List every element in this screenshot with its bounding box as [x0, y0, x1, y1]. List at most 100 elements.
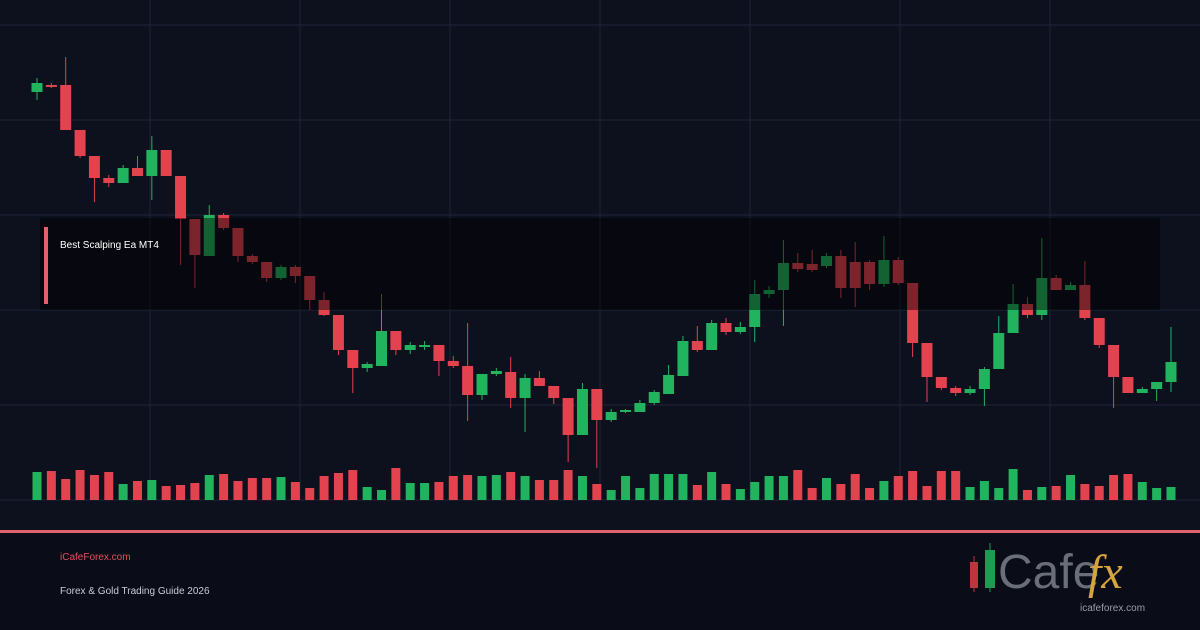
candle-body: [1136, 389, 1148, 393]
candle-body: [361, 364, 373, 368]
volume-bar: [821, 478, 831, 500]
volume-bar: [1080, 484, 1090, 500]
candle-body: [146, 150, 158, 176]
volume-bar: [104, 472, 114, 500]
volume-bar: [563, 470, 573, 500]
volume-bar: [32, 472, 42, 500]
volume-bar: [678, 474, 688, 500]
candle-body: [203, 215, 215, 256]
candle-body: [462, 366, 474, 395]
candle-body: [677, 341, 689, 376]
candle-body: [103, 178, 115, 183]
volume-bar: [1109, 475, 1119, 500]
candle-body: [763, 290, 775, 294]
candle-body: [533, 378, 545, 386]
volume-bar: [793, 470, 803, 500]
volume-bar: [635, 488, 645, 500]
candle-body: [749, 294, 761, 327]
candle-body: [1108, 345, 1120, 377]
volume-bar: [434, 482, 444, 500]
volume-bar: [491, 475, 501, 500]
volume-bar: [147, 480, 157, 500]
volume-bar: [233, 481, 243, 500]
volume-bar: [176, 485, 186, 500]
banner-box: [40, 218, 1160, 310]
candle-body: [691, 341, 703, 350]
candle-body: [591, 389, 603, 420]
volume-bar: [247, 478, 257, 500]
candle-body: [734, 327, 746, 332]
candle-body: [74, 130, 86, 156]
volume-bar: [333, 473, 343, 500]
candle-body: [1036, 278, 1048, 315]
candle-body: [562, 398, 574, 435]
volume-bar: [75, 470, 85, 500]
candle-body: [318, 300, 330, 315]
logo-icon: [970, 543, 995, 592]
candle-body: [189, 219, 201, 255]
volume-bar: [1022, 490, 1032, 500]
volume-bar: [721, 484, 731, 500]
volume-bar: [118, 484, 128, 500]
volume-bar: [132, 481, 142, 500]
candle-body: [620, 410, 632, 412]
volume-bar: [61, 479, 71, 500]
logo-url: icafeforex.com: [1080, 603, 1145, 614]
divider: [0, 530, 1200, 533]
volume-bar: [161, 486, 171, 500]
candle-body: [246, 256, 258, 262]
volume-bar: [549, 480, 559, 500]
volume-bar: [405, 483, 415, 500]
volume-bar: [319, 476, 329, 500]
candle-body: [289, 267, 301, 276]
volume-bar: [621, 476, 631, 500]
candle-body: [476, 374, 488, 395]
candle-body: [935, 377, 947, 388]
candle-body: [777, 263, 789, 290]
candle-body: [232, 228, 244, 256]
candle-body: [1065, 285, 1077, 290]
volume-bar: [577, 476, 587, 500]
volume-bar: [1094, 486, 1104, 500]
volume-bar: [879, 481, 889, 500]
candle-body: [1021, 304, 1033, 315]
candle-body: [117, 168, 129, 183]
vertical-grid: [149, 0, 1051, 500]
volume-bar: [908, 471, 918, 500]
candle-body: [175, 176, 187, 219]
candle-body: [706, 323, 718, 350]
candle-body: [806, 264, 818, 270]
volume-bar: [190, 483, 200, 500]
candle-body: [605, 412, 617, 420]
candle-body: [1050, 278, 1062, 290]
volume-bar: [1123, 474, 1133, 500]
volume-bar: [850, 474, 860, 500]
volume-bar: [463, 475, 473, 500]
footer-bg: [0, 533, 1200, 630]
volume-bar: [305, 488, 315, 500]
volume-bar: [764, 476, 774, 500]
volume-bar: [506, 472, 516, 500]
candle-body: [907, 283, 919, 343]
volume-bar: [262, 478, 272, 500]
volume-bar: [692, 485, 702, 500]
volume-bar: [778, 476, 788, 500]
candle-body: [993, 333, 1005, 369]
candle-body: [433, 345, 445, 361]
candle-body: [576, 389, 588, 435]
candle-body: [663, 375, 675, 394]
candle-body: [275, 267, 287, 278]
site-name: iCafeForex.com: [60, 552, 131, 563]
candle-body: [1079, 285, 1091, 318]
candle-body: [921, 343, 933, 377]
volume-bar: [951, 471, 961, 500]
volume-bar: [649, 474, 659, 500]
volume-bar: [89, 475, 99, 500]
candle-body: [45, 85, 57, 87]
candle-body: [634, 403, 646, 412]
candle-body: [447, 361, 459, 366]
volume-bar: [750, 482, 760, 500]
volume-bar: [936, 471, 946, 500]
candle-body: [878, 260, 890, 284]
